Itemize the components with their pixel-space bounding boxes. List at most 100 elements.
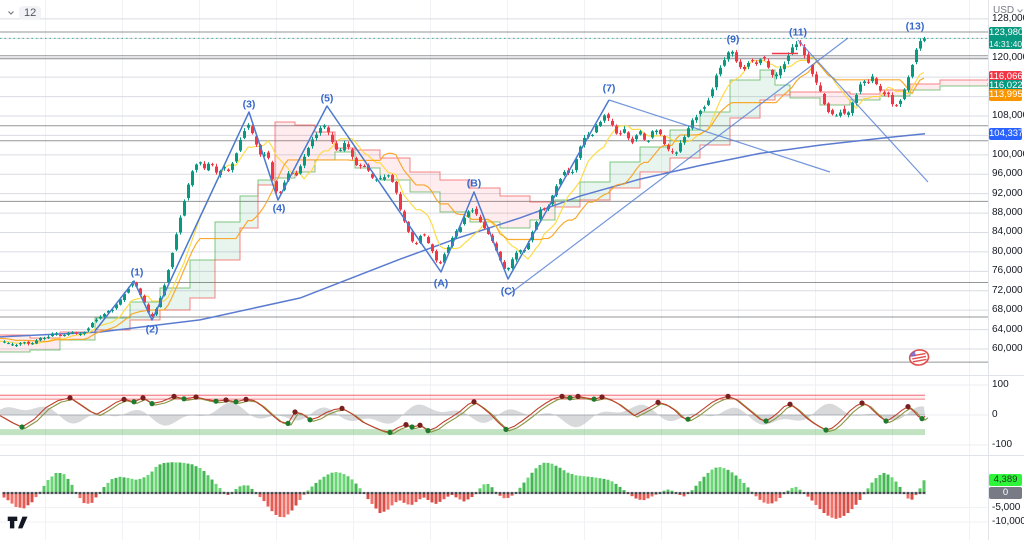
wave-label[interactable]: (C) (501, 286, 516, 298)
candle-body (411, 231, 414, 242)
trendline[interactable] (507, 37, 849, 296)
candle-body (759, 59, 762, 64)
histogram-zero-tick (734, 491, 738, 495)
histogram-bar (530, 472, 534, 493)
histogram-zero-tick (806, 491, 810, 495)
price-tick-label[interactable]: 84,000 (992, 226, 1023, 238)
price-tick-label[interactable]: 80,000 (992, 245, 1023, 257)
trendline[interactable] (797, 39, 929, 183)
histogram-zero-tick (510, 491, 514, 495)
histogram-bar (330, 472, 334, 493)
price-tick-label[interactable]: 108,000 (992, 109, 1024, 121)
histogram-bar (798, 489, 802, 493)
candle-body (563, 171, 566, 176)
wave-label[interactable]: (7) (603, 83, 616, 95)
candle-body (667, 145, 670, 150)
wave-label[interactable]: (B) (467, 178, 482, 190)
wave-label[interactable]: (A) (434, 278, 449, 290)
histogram-zero-tick (438, 491, 442, 495)
histogram-zero-tick (422, 491, 426, 495)
histogram-zero-tick (886, 491, 890, 495)
tradingview-logo[interactable] (7, 515, 29, 530)
histogram-bar (922, 480, 926, 493)
histogram-bar (266, 493, 270, 507)
wave-label[interactable]: (5) (321, 93, 334, 105)
candle-body (199, 162, 202, 164)
price-tick-label[interactable]: 60,000 (992, 343, 1023, 354)
candle-body (855, 95, 858, 104)
histogram-zero-tick (630, 491, 634, 495)
histogram-zero-tick (790, 491, 794, 495)
oscillator-tick-label[interactable]: -100 (992, 439, 1013, 450)
histogram-zero-tick (122, 491, 126, 495)
histogram-zero-tick (578, 491, 582, 495)
histogram-zero-tick (434, 491, 438, 495)
histogram-bar (406, 493, 410, 505)
histogram-bar (42, 485, 46, 493)
candle-body (247, 124, 250, 128)
candle-body (767, 61, 770, 68)
histogram-bar (854, 493, 858, 505)
price-tick-label[interactable]: 100,000 (992, 148, 1024, 160)
candle-body (443, 254, 446, 263)
histogram-zero-tick (306, 491, 310, 495)
price-tick-label[interactable]: 64,000 (992, 323, 1023, 335)
histogram-tick-label[interactable]: -5,000 (992, 501, 1021, 513)
price-tick-label[interactable]: 88,000 (992, 207, 1023, 219)
histogram-bar (310, 486, 314, 493)
trendline[interactable] (608, 99, 831, 173)
histogram-bar (322, 476, 326, 493)
histogram-bar (402, 493, 406, 503)
histogram-bar (706, 472, 710, 493)
histogram-zero-tick (682, 491, 686, 495)
oscillator-tick-label[interactable]: 100 (992, 379, 1009, 390)
wave-label[interactable]: (2) (146, 324, 159, 336)
price-tick-label[interactable]: 128,000 (992, 12, 1024, 24)
price-axis-currency-dropdown[interactable]: USD (993, 5, 1024, 16)
price-tick-label[interactable]: 92,000 (992, 187, 1023, 199)
candle-body (39, 337, 42, 341)
candle-body (103, 314, 106, 317)
histogram-zero-tick (862, 491, 866, 495)
oscillator-tick-label[interactable]: 0 (992, 409, 998, 420)
histogram-zero-tick (586, 491, 590, 495)
histogram-bar (106, 482, 110, 493)
histogram-zero-tick (214, 491, 218, 495)
histogram-bar (602, 478, 606, 493)
wave-label[interactable]: (4) (273, 203, 286, 215)
price-tick-label[interactable]: 72,000 (992, 284, 1023, 296)
wave-label[interactable]: (11) (789, 27, 807, 39)
histogram-tick-label[interactable]: -10,000 (992, 516, 1024, 527)
price-tick-label[interactable]: 68,000 (992, 304, 1023, 316)
wave-label[interactable]: (13) (906, 21, 925, 33)
candle-body (747, 62, 750, 67)
histogram-bar (718, 467, 722, 493)
histogram-zero-tick (850, 491, 854, 495)
wave-label[interactable]: (1) (131, 267, 144, 279)
histogram-bar (762, 493, 766, 503)
histogram-bar (738, 478, 742, 493)
osc-peak-dot (559, 393, 565, 399)
candle-body (307, 148, 310, 156)
candle-body (163, 285, 166, 296)
price-tick-label[interactable]: 76,000 (992, 265, 1023, 277)
histogram-zero-tick (310, 491, 314, 495)
histogram-zero-tick (406, 491, 410, 495)
candle-body (363, 165, 366, 167)
wave-label[interactable]: (9) (727, 34, 740, 46)
histogram-zero-tick (58, 491, 62, 495)
candle-body (859, 84, 862, 92)
candle-body (331, 134, 334, 143)
candle-body (95, 319, 98, 322)
histogram-zero-tick (658, 491, 662, 495)
histogram-zero-tick (266, 491, 270, 495)
legend-collapse-chip[interactable]: 12 (7, 6, 42, 20)
histogram-zero-tick (102, 491, 106, 495)
wave-label[interactable]: (3) (243, 99, 256, 111)
histogram-zero-tick (182, 491, 186, 495)
osc-overbought-band (0, 395, 925, 400)
price-tick-label[interactable]: 96,000 (992, 168, 1023, 180)
elliott-wave-zigzag[interactable] (94, 99, 610, 332)
price-tick-label[interactable]: 120,000 (992, 51, 1024, 63)
